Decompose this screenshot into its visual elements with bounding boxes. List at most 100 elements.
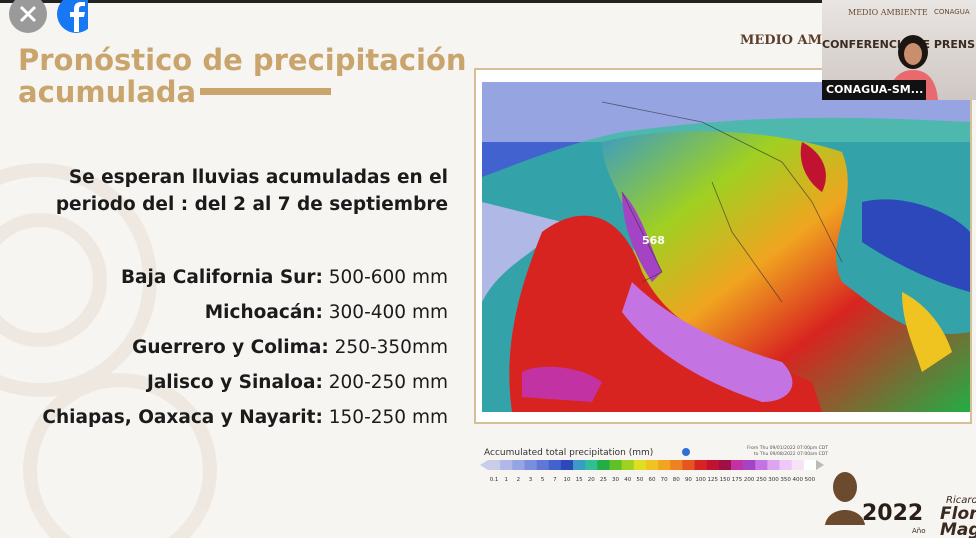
- top-bar: [0, 0, 976, 3]
- legend-tick: 200: [744, 477, 755, 483]
- legend-swatch: [730, 460, 744, 470]
- legend-tick: 150: [720, 477, 731, 483]
- legend-swatch: [633, 460, 647, 470]
- legend-tick: 70: [661, 477, 668, 483]
- legend-tick: 80: [673, 477, 680, 483]
- legend-tick: 0.1: [490, 477, 499, 483]
- amount: 200-250 mm: [328, 372, 448, 393]
- legend-swatch: [597, 460, 610, 470]
- footer-name: Ricardo: [946, 495, 976, 506]
- legend-tick: 30: [612, 477, 619, 483]
- intro-text: Se esperan lluvias acumuladas en el: [68, 167, 448, 188]
- legend-tick: 60: [649, 477, 656, 483]
- legend-swatch: [488, 460, 501, 470]
- slide-title: Pronóstico de precipitación: [18, 43, 467, 77]
- intro-text: periodo del : del 2 al 7 de septiembre: [55, 194, 448, 215]
- legend-tick: 15: [576, 477, 583, 483]
- legend-swatch: [609, 460, 622, 470]
- region: Jalisco y Sinaloa:: [146, 372, 323, 393]
- legend-tick: 10: [563, 477, 570, 483]
- legend-tick: 25: [600, 477, 607, 483]
- webcam-overlay: MEDIO AMBIENTE CONAGUA CONFERENCIA DE PR…: [822, 0, 976, 100]
- legend-swatch: [779, 460, 793, 470]
- footer-name: Flores: [940, 504, 976, 524]
- legend-swatch: [743, 460, 756, 470]
- legend-tick: 3: [529, 477, 533, 483]
- legend-swatch: [512, 460, 525, 470]
- legend-tick: 40: [624, 477, 631, 483]
- legend-swatch: [706, 460, 720, 470]
- peak-label: 568: [642, 234, 665, 247]
- legend-swatch: [718, 460, 732, 470]
- legend-swatch: [803, 460, 817, 470]
- legend-swatch: [500, 460, 513, 470]
- region: Chiapas, Oaxaca y Nayarit:: [42, 407, 323, 428]
- legend-title: Accumulated total precipitation (mm): [484, 448, 653, 458]
- legend-tick: 175: [732, 477, 743, 483]
- legend-tick: 400: [793, 477, 804, 483]
- legend-tick: 500: [805, 477, 816, 483]
- legend-tick: 7: [553, 477, 557, 483]
- legend-tick: 300: [768, 477, 779, 483]
- legend-swatch: [670, 460, 683, 470]
- legend-swatch: [645, 460, 659, 470]
- precipitation-map: 568: [482, 82, 970, 412]
- legend-tick: 1: [504, 477, 508, 483]
- legend-period: to Thu 09/08/2022 07:00am CDT: [754, 451, 828, 457]
- facebook-button[interactable]: [57, 0, 88, 33]
- legend-tick: 350: [780, 477, 791, 483]
- legend-swatch: [560, 460, 574, 470]
- legend-tick: 50: [636, 477, 643, 483]
- legend-swatch: [548, 460, 562, 470]
- webcam-header: MEDIO AMBIENTE: [848, 8, 928, 17]
- region: Michoacán:: [204, 302, 323, 323]
- share-icons: [9, 0, 88, 33]
- legend-swatch: [694, 460, 707, 470]
- legend-swatch: [585, 460, 598, 470]
- footer-name: Magón: [940, 520, 976, 538]
- legend-swatch: [621, 460, 635, 470]
- legend-tick: 100: [695, 477, 706, 483]
- rain-item: Guerrero y Colima: 250-350mm: [132, 337, 448, 358]
- legend-swatch: [524, 460, 537, 470]
- legend-swatch: [755, 460, 768, 470]
- rain-item: Jalisco y Sinaloa: 200-250 mm: [147, 372, 448, 393]
- legend-tick: 20: [588, 477, 595, 483]
- info-icon: [682, 448, 690, 456]
- rain-item: Chiapas, Oaxaca y Nayarit: 150-250 mm: [42, 407, 448, 428]
- legend-tick: 125: [707, 477, 718, 483]
- legend-swatch: [767, 460, 780, 470]
- region: Baja California Sur:: [120, 267, 323, 288]
- close-button[interactable]: [9, 0, 47, 33]
- background-pattern: [0, 163, 217, 538]
- amount: 500-600 mm: [328, 267, 448, 288]
- amount: 250-350mm: [334, 337, 448, 358]
- rain-item: Baja California Sur: 500-600 mm: [121, 267, 448, 288]
- legend-swatch: [658, 460, 671, 470]
- legend-swatch: [682, 460, 695, 470]
- rain-item: Michoacán: 300-400 mm: [205, 302, 448, 323]
- amount: 150-250 mm: [328, 407, 448, 428]
- legend-swatch: [536, 460, 550, 470]
- amount: 300-400 mm: [328, 302, 448, 323]
- footer-year: 2022: [862, 501, 923, 526]
- legend-swatch: [791, 460, 805, 470]
- legend-tick: 2: [517, 477, 521, 483]
- map-legend: Accumulated total precipitation (mm) Fro…: [480, 445, 828, 483]
- title-underline: [200, 88, 331, 95]
- legend-tick: 250: [756, 477, 767, 483]
- footer-logo: Ricardo Flores Magón 2022 Año: [825, 472, 976, 538]
- footer-sub: Año: [912, 527, 926, 535]
- webcam-banner: CONFERENCIA DE PRENS: [822, 38, 976, 51]
- legend-swatch: [573, 460, 586, 470]
- region: Guerrero y Colima:: [132, 337, 329, 358]
- legend-period: From Thu 09/01/2022 07:00pm CDT: [747, 445, 828, 451]
- legend-arrow: [816, 460, 824, 470]
- legend-arrow: [480, 460, 488, 470]
- slide-title: acumulada: [18, 75, 197, 109]
- legend-tick: 5: [541, 477, 545, 483]
- webcam-header: CONAGUA: [934, 8, 970, 16]
- webcam-label: CONAGUA-SM...: [822, 80, 926, 100]
